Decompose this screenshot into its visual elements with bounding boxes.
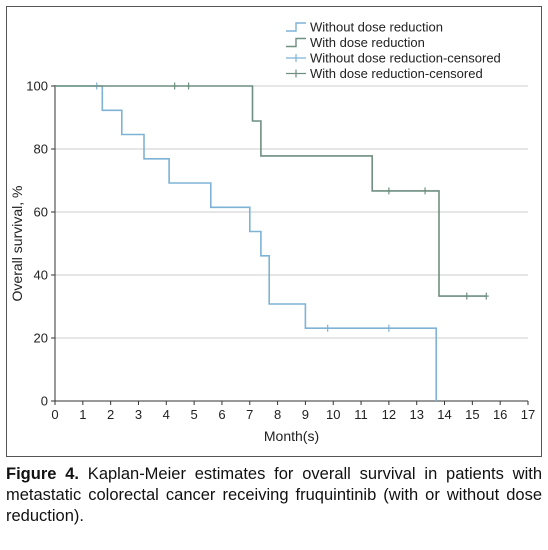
x-tick-label-13: 13 [409,407,423,422]
legend-label-3: With dose reduction-censored [310,66,483,81]
x-tick-label-4: 4 [163,407,170,422]
y-axis-title: Overall survival, % [9,186,25,302]
legend-key-1 [286,37,306,48]
legend-key-0 [286,22,306,32]
legend-label-0: Without dose reduction [310,20,443,35]
x-tick-label-2: 2 [107,407,114,422]
series-line-0 [55,85,437,401]
x-tick-label-1: 1 [79,407,86,422]
chart-border [6,6,542,457]
figure-caption: Figure 4. Kaplan-Meier estimates for ove… [6,464,542,527]
y-tick-label-20: 20 [34,331,48,346]
series-line-1 [55,85,487,297]
x-tick-label-14: 14 [437,407,451,422]
x-tick-label-8: 8 [274,407,281,422]
x-tick-label-17: 17 [521,407,535,422]
y-tick-label-80: 80 [34,142,48,157]
x-axis-title: Month(s) [264,428,319,444]
y-tick-label-0: 0 [41,394,48,409]
caption-text: Kaplan-Meier estimates for overall survi… [6,465,542,525]
x-tick-label-7: 7 [246,407,253,422]
caption-label: Figure 4. [6,465,79,483]
x-tick-label-6: 6 [218,407,225,422]
y-tick-label-40: 40 [34,268,48,283]
x-tick-label-15: 15 [465,407,479,422]
x-tick-label-0: 0 [51,407,58,422]
x-tick-label-3: 3 [135,407,142,422]
x-tick-label-12: 12 [382,407,396,422]
legend-label-1: With dose reduction [310,35,425,50]
x-tick-label-5: 5 [191,407,198,422]
y-tick-label-100: 100 [26,79,48,94]
y-tick-label-60: 60 [34,205,48,220]
x-tick-label-11: 11 [354,407,368,422]
x-tick-label-16: 16 [493,407,507,422]
x-tick-label-9: 9 [302,407,309,422]
chart-figure: 0 20 40 60 80 100 0 1 2 3 4 5 6 7 8 9 10 11 12 13 14 15 16 17 Mo… [6,6,542,457]
x-tick-label-10: 10 [326,407,340,422]
legend-label-2: Without dose reduction-censored [310,51,501,66]
